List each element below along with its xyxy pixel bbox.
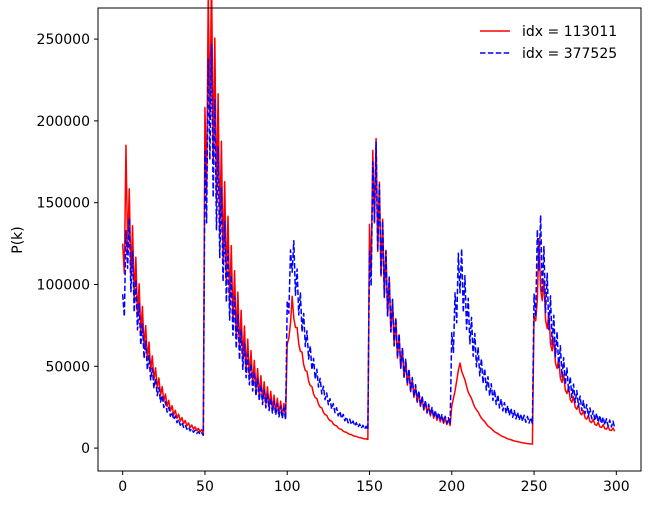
legend: idx = 113011 idx = 377525	[480, 24, 617, 62]
y-tick-label: 200000	[37, 114, 90, 130]
series-line-2	[121, 43, 616, 437]
x-tick-label: 150	[356, 479, 383, 495]
y-tick-label: 0	[81, 441, 90, 457]
x-axis-ticks: 0 50 100 150 200 250 300	[118, 471, 630, 495]
x-tick-label: 200	[438, 479, 465, 495]
y-axis-ticks: 0 50000 100000 150000 200000 250000	[37, 32, 98, 457]
y-tick-label: 100000	[37, 277, 90, 293]
x-tick-label: 300	[603, 479, 630, 495]
x-tick-label: 100	[274, 479, 301, 495]
y-tick-label: 150000	[37, 196, 90, 212]
y-tick-label: 50000	[45, 359, 90, 375]
x-tick-label: 0	[118, 479, 127, 495]
legend-label: idx = 113011	[522, 24, 617, 40]
x-tick-label: 50	[196, 479, 214, 495]
y-tick-label: 250000	[37, 32, 90, 48]
y-axis-label: P(k)	[10, 226, 26, 253]
plot-lines	[121, 0, 616, 445]
x-tick-label: 250	[521, 479, 548, 495]
legend-label: idx = 377525	[522, 46, 617, 62]
